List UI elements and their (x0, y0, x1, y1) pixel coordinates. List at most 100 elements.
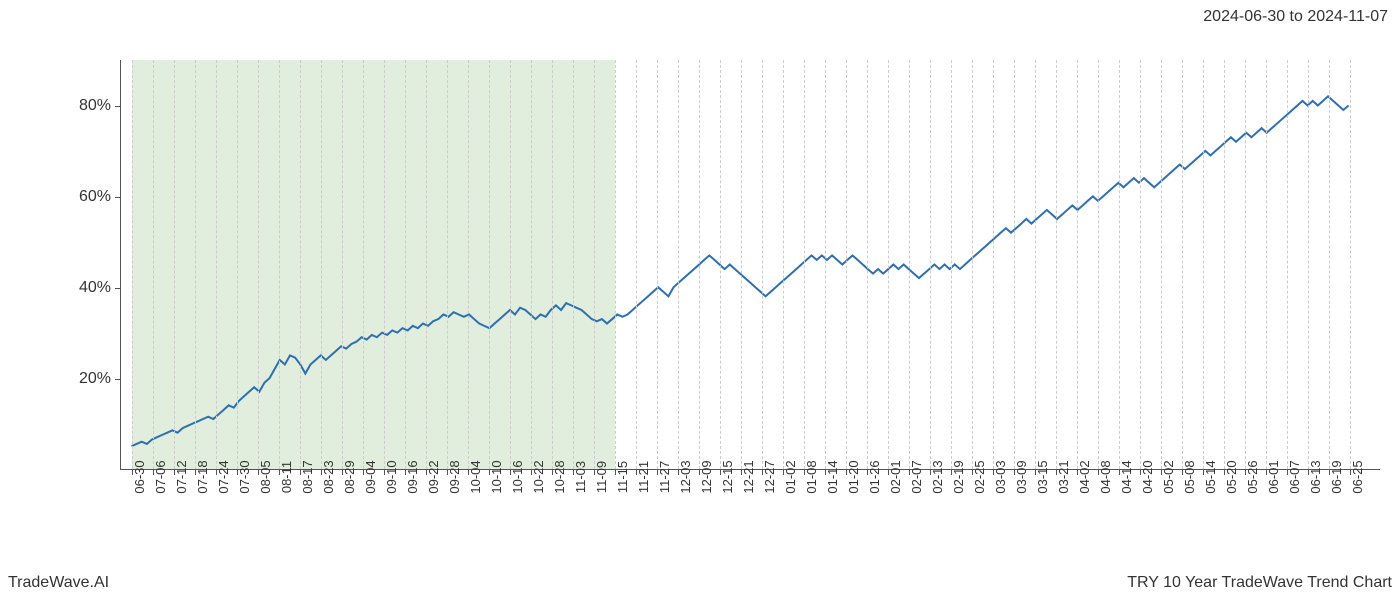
y-tick-label: 60% (79, 188, 111, 206)
x-grid-line (216, 60, 217, 469)
x-grid-line (1245, 60, 1246, 469)
x-tick-label: 08-23 (321, 460, 336, 493)
x-grid-line (174, 60, 175, 469)
x-tick-label: 09-28 (447, 460, 462, 493)
x-tick-label: 10-10 (489, 460, 504, 493)
x-tick-label: 02-07 (909, 460, 924, 493)
x-tick-label: 03-03 (993, 460, 1008, 493)
x-grid-line (783, 60, 784, 469)
x-grid-line (489, 60, 490, 469)
x-grid-line (972, 60, 973, 469)
chart-title: TRY 10 Year TradeWave Trend Chart (1127, 574, 1392, 592)
x-grid-line (825, 60, 826, 469)
x-grid-line (846, 60, 847, 469)
x-grid-line (594, 60, 595, 469)
x-tick-label: 09-04 (363, 460, 378, 493)
x-grid-line (1035, 60, 1036, 469)
x-tick-label: 07-18 (195, 460, 210, 493)
x-grid-line (384, 60, 385, 469)
x-tick-label: 04-20 (1140, 460, 1155, 493)
trend-line (121, 60, 1380, 469)
x-tick-label: 12-27 (762, 460, 777, 493)
x-tick-label: 07-24 (216, 460, 231, 493)
x-tick-label: 05-02 (1161, 460, 1176, 493)
plot-area: 20%40%60%80%06-3007-0607-1207-1807-2407-… (120, 60, 1380, 470)
x-tick-label: 06-13 (1308, 460, 1323, 493)
x-grid-line (447, 60, 448, 469)
x-tick-label: 05-20 (1224, 460, 1239, 493)
x-tick-label: 09-16 (405, 460, 420, 493)
x-grid-line (699, 60, 700, 469)
x-grid-line (321, 60, 322, 469)
x-grid-line (153, 60, 154, 469)
y-tick-label: 20% (79, 370, 111, 388)
y-tick-mark (115, 379, 121, 380)
x-tick-label: 06-25 (1350, 460, 1365, 493)
y-tick-label: 40% (79, 279, 111, 297)
x-tick-label: 05-26 (1245, 460, 1260, 493)
x-grid-line (1161, 60, 1162, 469)
x-tick-label: 12-21 (741, 460, 756, 493)
x-tick-label: 01-14 (825, 460, 840, 493)
x-tick-label: 03-09 (1014, 460, 1029, 493)
x-grid-line (741, 60, 742, 469)
x-tick-label: 07-30 (237, 460, 252, 493)
x-grid-line (1182, 60, 1183, 469)
x-tick-label: 01-08 (804, 460, 819, 493)
x-grid-line (573, 60, 574, 469)
x-grid-line (1119, 60, 1120, 469)
x-grid-line (1329, 60, 1330, 469)
x-tick-label: 06-07 (1287, 460, 1302, 493)
x-grid-line (1350, 60, 1351, 469)
x-tick-label: 08-11 (279, 461, 294, 493)
x-tick-label: 11-21 (636, 461, 651, 493)
x-tick-label: 03-21 (1056, 460, 1071, 493)
x-grid-line (531, 60, 532, 469)
x-tick-label: 03-15 (1035, 460, 1050, 493)
x-grid-line (804, 60, 805, 469)
x-grid-line (405, 60, 406, 469)
x-grid-line (993, 60, 994, 469)
x-grid-line (258, 60, 259, 469)
x-tick-label: 11-09 (594, 461, 609, 493)
x-grid-line (300, 60, 301, 469)
x-tick-label: 04-02 (1077, 460, 1092, 493)
x-tick-label: 02-19 (951, 460, 966, 493)
y-tick-mark (115, 106, 121, 107)
x-grid-line (1098, 60, 1099, 469)
x-tick-label: 05-08 (1182, 460, 1197, 493)
x-tick-label: 11-15 (615, 461, 630, 493)
x-grid-line (1308, 60, 1309, 469)
x-grid-line (363, 60, 364, 469)
x-grid-line (237, 60, 238, 469)
x-tick-label: 02-01 (888, 460, 903, 493)
x-tick-label: 01-02 (783, 460, 798, 493)
x-tick-label: 08-29 (342, 460, 357, 493)
x-grid-line (1224, 60, 1225, 469)
x-grid-line (888, 60, 889, 469)
x-tick-label: 07-06 (153, 460, 168, 493)
x-grid-line (1014, 60, 1015, 469)
x-grid-line (930, 60, 931, 469)
x-tick-label: 09-22 (426, 460, 441, 493)
x-tick-label: 11-03 (573, 461, 588, 493)
x-tick-label: 02-25 (972, 460, 987, 493)
x-grid-line (510, 60, 511, 469)
x-grid-line (657, 60, 658, 469)
x-grid-line (867, 60, 868, 469)
x-tick-label: 06-01 (1266, 460, 1281, 493)
x-tick-label: 11-27 (657, 461, 672, 493)
x-grid-line (195, 60, 196, 469)
x-grid-line (678, 60, 679, 469)
x-grid-line (132, 60, 133, 469)
x-tick-label: 04-14 (1119, 460, 1134, 493)
y-tick-mark (115, 197, 121, 198)
x-grid-line (1266, 60, 1267, 469)
chart-area: 20%40%60%80%06-3007-0607-1207-1807-2407-… (120, 60, 1380, 470)
x-tick-label: 04-08 (1098, 460, 1113, 493)
x-grid-line (1077, 60, 1078, 469)
x-grid-line (636, 60, 637, 469)
y-tick-mark (115, 288, 121, 289)
x-tick-label: 06-19 (1329, 460, 1344, 493)
date-range-label: 2024-06-30 to 2024-11-07 (1203, 8, 1388, 26)
